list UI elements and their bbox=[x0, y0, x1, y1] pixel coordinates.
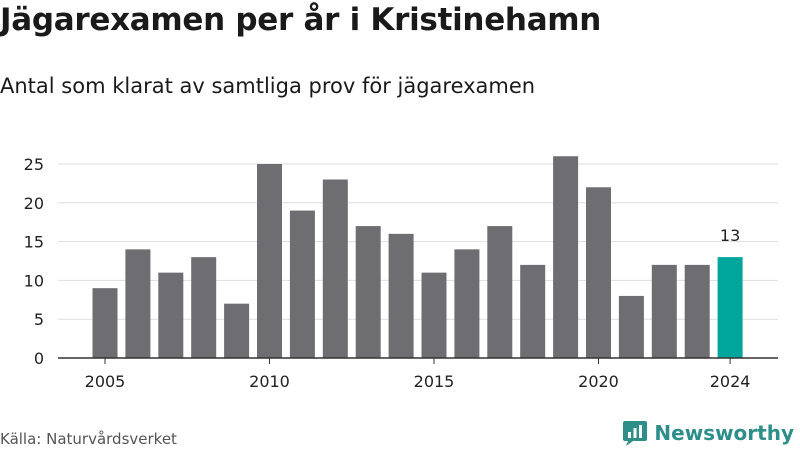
y-tick-label: 10 bbox=[24, 271, 44, 290]
x-tick-label: 2010 bbox=[249, 372, 290, 391]
y-tick-label: 5 bbox=[34, 310, 44, 329]
x-tick-label: 2024 bbox=[710, 372, 751, 391]
bar bbox=[454, 249, 480, 358]
x-tick-label: 2020 bbox=[578, 372, 619, 391]
bar bbox=[553, 156, 579, 358]
chart-title: Jägarexamen per år i Kristinehamn bbox=[0, 2, 602, 38]
y-tick-label: 25 bbox=[24, 155, 44, 174]
bar bbox=[618, 295, 644, 358]
bar bbox=[651, 264, 677, 358]
bar bbox=[355, 226, 381, 358]
bar bbox=[388, 233, 414, 358]
bar bbox=[684, 264, 710, 358]
newsworthy-logo-icon bbox=[623, 421, 648, 446]
bar bbox=[421, 272, 447, 358]
y-tick-label: 20 bbox=[24, 194, 44, 213]
chart-subtitle: Antal som klarat av samtliga prov för jä… bbox=[0, 74, 536, 98]
bar bbox=[92, 288, 118, 358]
bar bbox=[289, 210, 315, 358]
bar bbox=[322, 179, 348, 358]
bar bbox=[158, 272, 184, 358]
data-label: 13 bbox=[720, 226, 740, 245]
bar bbox=[224, 303, 250, 358]
brand-logo[interactable]: Newsworthy bbox=[622, 419, 794, 447]
y-tick-label: 0 bbox=[34, 349, 44, 368]
bar bbox=[487, 226, 513, 358]
y-tick-label: 15 bbox=[24, 233, 44, 252]
x-tick-label: 2015 bbox=[414, 372, 455, 391]
source-note: Källa: Naturvårdsverket bbox=[0, 430, 177, 448]
brand-name: Newsworthy bbox=[654, 421, 794, 445]
bar bbox=[717, 257, 743, 358]
x-tick-label: 2005 bbox=[85, 372, 126, 391]
bar bbox=[586, 187, 611, 358]
bar bbox=[520, 264, 546, 358]
bar bbox=[191, 257, 217, 358]
bar bbox=[257, 164, 282, 358]
bar bbox=[125, 249, 151, 358]
